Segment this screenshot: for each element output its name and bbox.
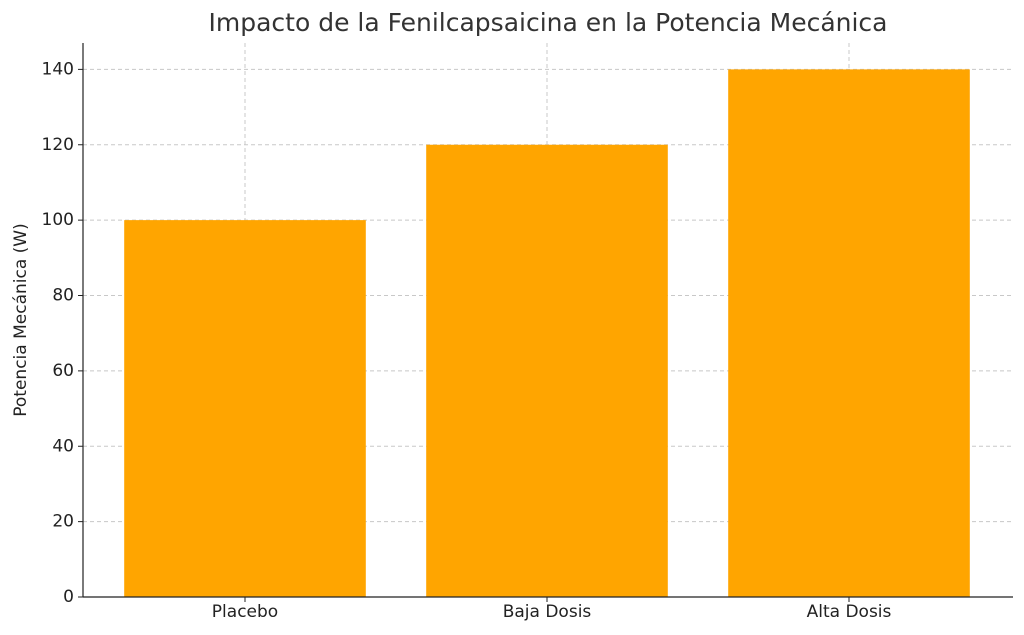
x-tick-label: Baja Dosis bbox=[503, 602, 592, 622]
y-tick-label: 0 bbox=[63, 587, 74, 607]
x-tick-label: Placebo bbox=[212, 602, 278, 622]
bar bbox=[426, 144, 668, 597]
bar bbox=[124, 220, 366, 597]
y-tick-label: 60 bbox=[52, 361, 74, 381]
y-tick-label: 100 bbox=[42, 210, 74, 230]
bar bbox=[728, 69, 970, 597]
chart-title: Impacto de la Fenilcapsaicina en la Pote… bbox=[209, 8, 888, 37]
y-tick-label: 120 bbox=[42, 135, 74, 155]
y-axis-label: Potencia Mecánica (W) bbox=[11, 223, 31, 416]
y-tick-label: 80 bbox=[52, 286, 74, 306]
y-tick-label: 40 bbox=[52, 436, 74, 456]
y-tick-label: 20 bbox=[52, 512, 74, 532]
x-tick-label: Alta Dosis bbox=[807, 602, 892, 622]
y-tick-label: 140 bbox=[42, 59, 74, 79]
